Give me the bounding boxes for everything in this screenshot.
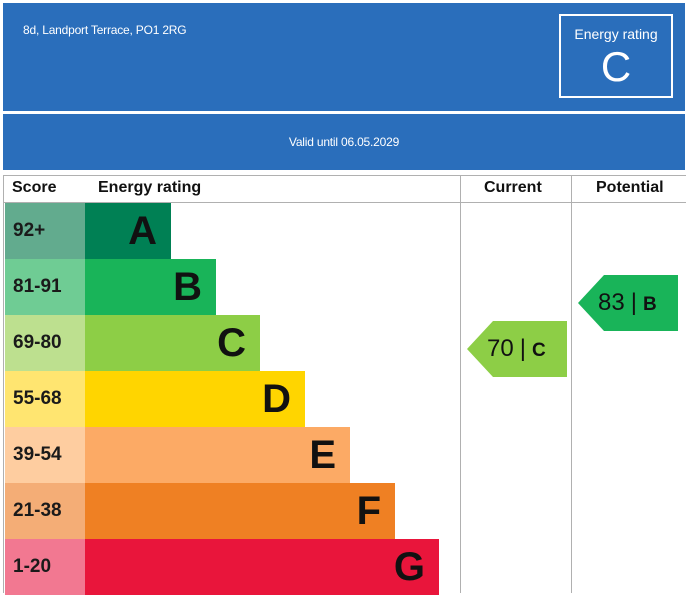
property-address: 8d, Landport Terrace, PO1 2RG: [23, 23, 187, 37]
current-rating-arrow-band: C: [531, 340, 546, 361]
header-panel: 8d, Landport Terrace, PO1 2RG Energy rat…: [3, 3, 685, 111]
band-letter-g: G: [393, 545, 425, 589]
score-range-d: 55-68: [5, 371, 85, 427]
band-row-e: 39-54 E: [5, 427, 460, 483]
band-bar-c: C: [85, 315, 260, 371]
band-bar-f: F: [85, 483, 395, 539]
band-row-g: 1-20 G: [5, 539, 460, 595]
band-letter-d: D: [262, 377, 291, 421]
energy-rating-box: Energy rating C: [559, 14, 673, 98]
score-range-e: 39-54: [5, 427, 85, 483]
score-range-g: 1-20: [5, 539, 85, 595]
rating-column-header: Energy rating: [98, 179, 202, 196]
table-header-divider: [4, 202, 686, 203]
band-bar-d: D: [85, 371, 305, 427]
band-letter-e: E: [309, 433, 336, 477]
score-column-header: Score: [12, 179, 57, 196]
band-row-b: 81-91 B: [5, 259, 460, 315]
current-rating-arrow: 70 | C: [467, 321, 567, 377]
energy-rating-value: C: [600, 43, 632, 90]
band-row-a: 92+ A: [5, 203, 460, 259]
score-range-f: 21-38: [5, 483, 85, 539]
valid-until-bar: Valid until 06.05.2029: [3, 114, 685, 170]
energy-rating-label: Energy rating: [574, 26, 658, 42]
potential-rating-arrow-separator: |: [630, 289, 637, 316]
potential-rating-arrow: 83 | B: [578, 275, 678, 331]
band-row-d: 55-68 D: [5, 371, 460, 427]
current-column-divider: [460, 175, 461, 593]
table-top-border: [4, 175, 686, 176]
potential-rating-arrow-value: 83: [598, 289, 625, 316]
score-range-c: 69-80: [5, 315, 85, 371]
potential-rating-arrow-label: 83 | B: [598, 275, 657, 333]
band-bar-b: B: [85, 259, 216, 315]
band-bar-e: E: [85, 427, 350, 483]
band-letter-a: A: [128, 209, 157, 253]
potential-column-header: Potential: [596, 179, 664, 196]
current-rating-arrow-value: 70: [487, 335, 514, 362]
band-bar-a: A: [85, 203, 171, 259]
potential-column-divider: [571, 175, 572, 593]
potential-rating-arrow-band: B: [642, 294, 657, 315]
score-range-a: 92+: [5, 203, 85, 259]
band-letter-f: F: [356, 489, 381, 533]
current-rating-arrow-separator: |: [519, 335, 526, 362]
band-row-c: 69-80 C: [5, 315, 460, 371]
rating-table: Score Energy rating Current Potential 92…: [3, 175, 686, 595]
band-row-f: 21-38 F: [5, 483, 460, 539]
band-letter-c: C: [217, 321, 246, 365]
current-column-header: Current: [484, 179, 542, 196]
band-letter-b: B: [173, 265, 202, 309]
score-range-b: 81-91: [5, 259, 85, 315]
band-bar-g: G: [85, 539, 439, 595]
current-rating-arrow-label: 70 | C: [487, 321, 546, 379]
